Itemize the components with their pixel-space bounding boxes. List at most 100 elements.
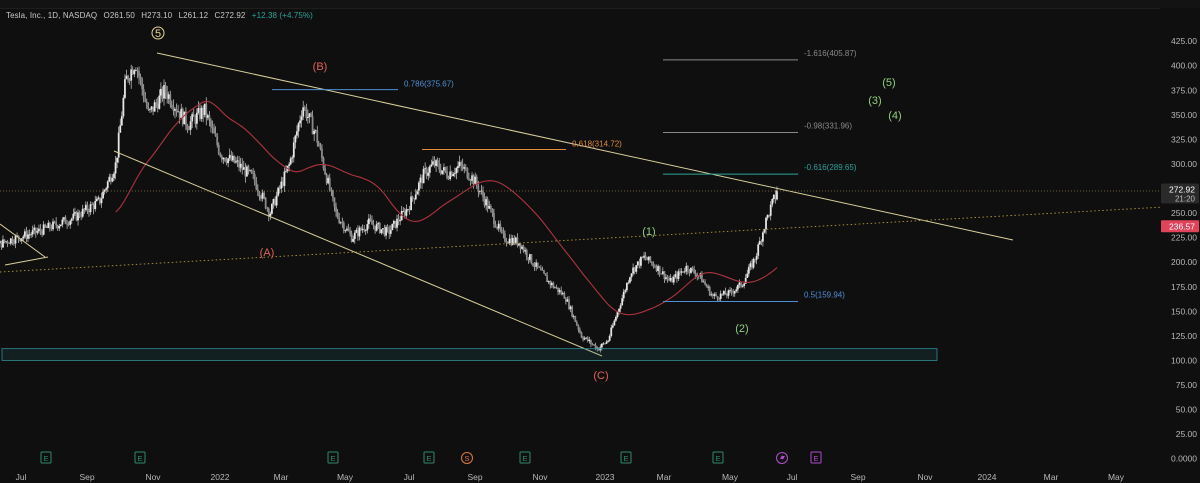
candle-body (650, 261, 653, 264)
candle-body (230, 154, 233, 161)
candle (294, 134, 297, 149)
candle-body (708, 286, 711, 296)
candle (200, 105, 203, 122)
candle (372, 219, 375, 230)
candle (30, 231, 33, 238)
candle-body (228, 154, 231, 159)
candle (469, 178, 472, 186)
earnings-event-icon (712, 451, 724, 464)
candle-body (660, 273, 663, 275)
candle-body (238, 160, 240, 168)
candle (177, 104, 180, 113)
candle (97, 195, 100, 201)
candle-body (242, 167, 245, 170)
candle-body (469, 180, 472, 181)
candle-body (444, 167, 447, 172)
candle (461, 158, 464, 171)
candle-body (447, 177, 450, 180)
candle (658, 265, 661, 277)
candle (619, 303, 622, 313)
candle (527, 257, 530, 264)
candle (707, 284, 710, 291)
candle-body (730, 290, 733, 293)
candle-body (380, 229, 383, 234)
wave-label: (B) (313, 61, 328, 73)
candle-body (125, 75, 128, 80)
candle (113, 171, 115, 181)
candle (729, 286, 731, 294)
candle-body (325, 174, 328, 184)
symbol-legend[interactable]: Tesla, Inc., 1D, NASDAQ O261.50 H273.10 … (6, 11, 317, 20)
candle (647, 256, 650, 264)
candle (128, 78, 131, 85)
candle (608, 334, 611, 342)
candle-body (630, 273, 633, 278)
candle (579, 327, 581, 334)
candle-body (450, 171, 453, 177)
candle (260, 195, 262, 202)
candle (336, 208, 339, 219)
candle-body (668, 278, 670, 281)
candle-body (736, 284, 739, 290)
candle-body (505, 241, 508, 243)
candle (708, 285, 711, 297)
earnings-event-marker: E (712, 451, 724, 464)
candle-body (241, 163, 244, 170)
candle (183, 111, 186, 125)
candle-body (6, 241, 9, 244)
candle (757, 242, 760, 259)
candle-body (116, 157, 119, 163)
time-tick-label: Nov (145, 472, 161, 482)
candle-body (271, 204, 273, 214)
fib-level-label: 0.5(159.94) (804, 291, 845, 300)
candle (258, 190, 261, 201)
candle-body (500, 229, 503, 232)
candle-body (52, 221, 54, 230)
candle-body (625, 283, 628, 291)
candle-body (486, 199, 489, 209)
candle (103, 189, 106, 195)
candle (352, 235, 355, 243)
candle-body (341, 222, 344, 224)
candle (643, 251, 645, 261)
candle-body (88, 210, 90, 213)
candle (483, 192, 486, 208)
candle-body (128, 80, 131, 82)
candle-body (163, 85, 165, 99)
candle-body (619, 305, 622, 309)
candle (117, 126, 120, 163)
candle-body (233, 155, 236, 163)
candle-body (608, 336, 611, 341)
candle (174, 107, 176, 119)
candle-body (131, 69, 134, 75)
candle-body (438, 163, 441, 170)
candle (230, 150, 233, 162)
candle-body (122, 97, 125, 117)
candle-body (349, 231, 352, 234)
price-tick-label: 50.00 (1176, 405, 1198, 415)
candle (752, 257, 755, 270)
candle-body (150, 106, 153, 110)
candle (669, 274, 672, 283)
candle (624, 288, 627, 294)
candle (392, 219, 395, 228)
candle (158, 89, 161, 110)
candle (605, 339, 608, 345)
candle (316, 125, 319, 147)
candle (296, 125, 298, 139)
candle-body (502, 231, 505, 234)
candle (122, 94, 125, 119)
candle (347, 223, 350, 232)
candle (313, 128, 316, 142)
candle-body (477, 185, 480, 192)
candle (36, 227, 39, 235)
candle (231, 152, 234, 163)
price-tick-label: 375.00 (1171, 85, 1197, 95)
candle (23, 228, 26, 239)
candle (14, 234, 17, 249)
candle (80, 211, 83, 221)
candle-body (11, 238, 14, 244)
candle (504, 230, 506, 243)
candle-body (352, 238, 355, 242)
